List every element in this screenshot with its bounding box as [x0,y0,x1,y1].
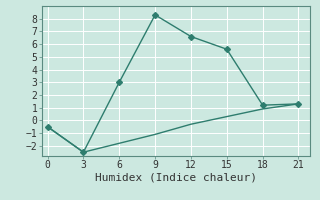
X-axis label: Humidex (Indice chaleur): Humidex (Indice chaleur) [95,173,257,183]
